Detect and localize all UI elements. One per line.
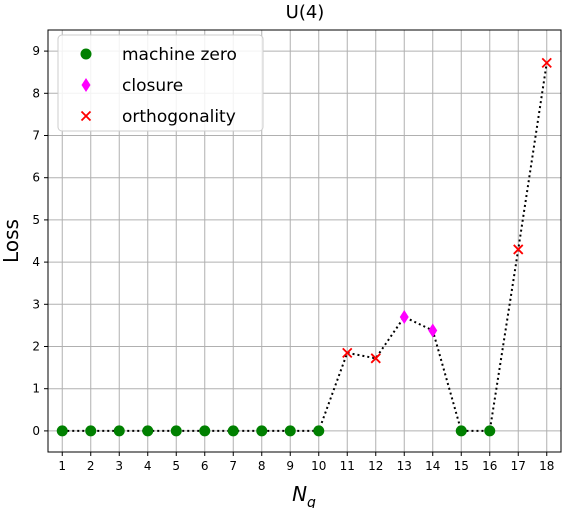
y-tick-label-4: 4 bbox=[32, 255, 40, 269]
y-tick-label-1: 1 bbox=[32, 382, 40, 396]
point-orthogonality-1 bbox=[370, 353, 381, 364]
point-closure-0 bbox=[399, 309, 409, 324]
point-machine-zero-7 bbox=[256, 425, 268, 437]
y-tick-label-9: 9 bbox=[32, 44, 40, 58]
x-tick-label-5: 6 bbox=[201, 459, 209, 473]
point-machine-zero-2 bbox=[113, 425, 125, 437]
y-tick-label-0: 0 bbox=[32, 424, 40, 438]
legend-box bbox=[57, 34, 264, 132]
y-tick-label-3: 3 bbox=[32, 297, 40, 311]
x-tick-label-7: 8 bbox=[258, 459, 266, 473]
point-orthogonality-0 bbox=[342, 347, 353, 358]
x-axis-label: Nq bbox=[292, 482, 316, 508]
x-axis-label-main: N bbox=[292, 482, 307, 506]
legend-label-closure: closure bbox=[122, 76, 183, 96]
legend-label-orthogonality: orthogonality bbox=[122, 107, 236, 127]
point-machine-zero-1 bbox=[85, 425, 97, 437]
x-tick-label-11: 12 bbox=[368, 459, 383, 473]
point-machine-zero-9 bbox=[313, 425, 325, 437]
y-tick-label-6: 6 bbox=[32, 171, 40, 185]
point-machine-zero-0 bbox=[56, 425, 68, 437]
legend-label-machine-zero: machine zero bbox=[122, 45, 237, 65]
x-tick-label-3: 4 bbox=[144, 459, 152, 473]
y-axis-ticks: 0 1 2 3 4 5 6 7 8 9 bbox=[32, 44, 48, 438]
x-tick-label-0: 1 bbox=[58, 459, 66, 473]
y-axis-label: Loss bbox=[0, 219, 23, 263]
x-tick-label-14: 15 bbox=[454, 459, 469, 473]
x-tick-label-15: 16 bbox=[482, 459, 497, 473]
legend: machine zero closure orthogonality bbox=[57, 34, 264, 132]
point-machine-zero-6 bbox=[227, 425, 239, 437]
y-tick-label-7: 7 bbox=[32, 129, 40, 143]
x-tick-label-12: 13 bbox=[397, 459, 412, 473]
y-tick-label-8: 8 bbox=[32, 86, 40, 100]
x-tick-label-2: 3 bbox=[115, 459, 123, 473]
point-machine-zero-8 bbox=[284, 425, 296, 437]
x-tick-label-4: 5 bbox=[172, 459, 180, 473]
x-axis-ticks: 1 2 3 4 5 6 7 8 9 10 11 12 13 14 15 16 17 18 bbox=[58, 452, 554, 473]
point-closure-1 bbox=[428, 323, 438, 338]
x-tick-label-1: 2 bbox=[87, 459, 95, 473]
x-tick-label-13: 14 bbox=[425, 459, 440, 473]
x-tick-label-6: 7 bbox=[229, 459, 237, 473]
point-machine-zero-3 bbox=[142, 425, 154, 437]
data-points bbox=[56, 57, 552, 437]
y-tick-label-5: 5 bbox=[32, 213, 40, 227]
point-machine-zero-5 bbox=[199, 425, 211, 437]
point-orthogonality-2 bbox=[513, 244, 524, 255]
point-machine-zero-11 bbox=[484, 425, 496, 437]
x-axis-label-sub: q bbox=[307, 495, 316, 508]
legend-marker-machine-zero bbox=[80, 48, 92, 60]
legend-marker-closure bbox=[81, 78, 91, 92]
x-tick-label-9: 10 bbox=[311, 459, 326, 473]
legend-marker-orthogonality bbox=[80, 110, 92, 122]
x-tick-label-10: 11 bbox=[340, 459, 355, 473]
x-tick-label-16: 17 bbox=[511, 459, 526, 473]
chart-title: U(4) bbox=[286, 2, 325, 23]
x-tick-label-17: 18 bbox=[539, 459, 554, 473]
point-orthogonality-3 bbox=[541, 57, 552, 69]
plot-frame bbox=[47, 29, 562, 453]
x-tick-label-8: 9 bbox=[286, 459, 294, 473]
point-machine-zero-10 bbox=[455, 425, 467, 437]
point-machine-zero-4 bbox=[170, 425, 182, 437]
y-tick-label-2: 2 bbox=[32, 340, 40, 354]
